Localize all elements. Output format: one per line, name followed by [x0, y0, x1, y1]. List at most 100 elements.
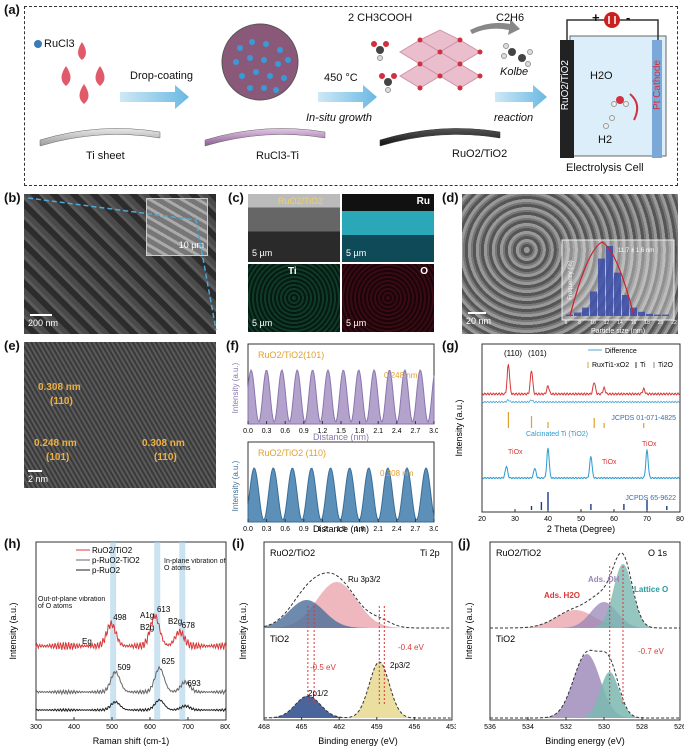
- xrd-ylabel: Intensity (a.u.): [454, 399, 464, 456]
- profile-xlabel: Distance (nm): [313, 524, 369, 534]
- histogram-tick: 6: [565, 320, 568, 326]
- legend-difference: Difference: [605, 348, 637, 355]
- tick-label: 3.0: [429, 526, 438, 533]
- panel-d-label: (d): [442, 190, 459, 205]
- gaussian-fit-line: [569, 241, 635, 317]
- panel-g: (g) (110) (101) Difference RuxTi1-xO2 Ti…: [442, 338, 684, 534]
- raman-highlight-a1g: [154, 542, 161, 720]
- raman-peak-498: 498: [113, 613, 127, 622]
- xrd-jcpds-1: JCPDS 01-071-4825: [611, 415, 676, 422]
- legend-ruxti: RuxTi1-xO2: [592, 362, 629, 369]
- raman-oop-note: Out-of-plane vibration of O atoms: [38, 596, 106, 610]
- xps-ti-top-envelope: [263, 572, 451, 629]
- xps-ads-h2o-label: Ads. H2O: [544, 591, 580, 600]
- xrd-tiox-2: TiOx: [602, 459, 617, 466]
- profile-ylabel-bot: Intensity (a.u.): [231, 460, 240, 511]
- tick-label: 2.7: [411, 526, 421, 533]
- profile-bot-title: RuO2/TiO2 (110): [258, 448, 326, 458]
- histogram-tick: 16: [631, 320, 637, 326]
- histogram-bar: [606, 246, 613, 316]
- xrd-ruo2-tio2-curve: [481, 364, 680, 396]
- xps-o-chart: RuO2/TiO2 O 1s Ads. H2O Ads. OH Lattice …: [464, 541, 684, 746]
- cell-flow-arrow-icon: [629, 93, 639, 121]
- tick-label: 465: [296, 724, 308, 731]
- eds-ti-label: Ti: [288, 266, 297, 277]
- xrd-tiox-1: TiOx: [508, 449, 523, 456]
- sem-inset-scale: 10 µm: [178, 240, 204, 250]
- histogram-bar: [590, 291, 597, 316]
- arrow-drop-coating-icon: [120, 85, 189, 109]
- xrd-tiox-3: TiOx: [642, 441, 657, 448]
- histogram-tick: 14: [617, 320, 623, 326]
- xps-ti-top-peak: [264, 600, 452, 628]
- profile-top-spacing: 0.248 nm: [384, 371, 418, 380]
- drop-coating-label: Drop-coating: [130, 70, 193, 82]
- xps-o-top-envelope: [490, 552, 680, 629]
- histogram-bar: [582, 307, 589, 316]
- kolbe-label-1: Kolbe: [500, 66, 529, 78]
- tick-label: 2.1: [373, 526, 383, 533]
- rucl3-zoom-circle: [221, 23, 299, 101]
- schematic-svg: [34, 12, 667, 158]
- sem-scale: 200 nm: [28, 318, 59, 328]
- raman-b2g-a: B2g: [140, 623, 154, 632]
- tick-label: 453: [446, 724, 456, 731]
- panel-c: (c) RuO2/TiO2 5 µm Ru 5 µm Ti 5 µm O 5 µ…: [224, 190, 438, 336]
- xps-o-bot-envelope: [490, 649, 680, 719]
- raman-a1g: A1g: [140, 611, 154, 620]
- tick-label: 20: [478, 516, 486, 523]
- eds-scale-2: 5 µm: [346, 248, 367, 258]
- tick-label: 3.0: [429, 428, 438, 435]
- xps-ads-oh-peak: [490, 602, 680, 628]
- tick-label: 300: [30, 724, 42, 731]
- xrd-xlabel: 2 Theta (Degree): [547, 524, 615, 534]
- tick-label: 468: [258, 724, 270, 731]
- histogram-bar: [598, 258, 605, 316]
- xps-o-xlabel: Binding energy (eV): [545, 736, 625, 746]
- lattice-d3: 0.308 nm: [142, 438, 185, 449]
- eds-tag: RuO2/TiO2: [278, 196, 324, 206]
- tem-image: 20 nm: [462, 194, 678, 334]
- water-molecules-icon: [603, 96, 629, 129]
- eds-ru-map: Ru 5 µm: [342, 194, 434, 262]
- xps-ti-2p12-peak: [264, 696, 452, 718]
- line-profile-chart: RuO2/TiO2(101) 0.248 nm RuO2/TiO2 (110) …: [231, 343, 438, 534]
- tick-label: 500: [106, 724, 118, 731]
- eds-sem-image: RuO2/TiO2 5 µm: [248, 194, 340, 262]
- raman-chart: RuO2/TiO2 p-RuO2-TiO2 p-RuO2 Out-of-plan…: [8, 541, 230, 746]
- tick-label: 526: [674, 724, 684, 731]
- rucl3-ti-label: RuCl3-Ti: [256, 150, 299, 162]
- tick-label: 30: [511, 516, 519, 523]
- minus-sign: -: [626, 10, 631, 25]
- size-histogram: 11.7 ± 1.6 nm 6 8 10 12 14 16 18 20 22 Particle …: [561, 239, 677, 335]
- eds-scale-3: 5 µm: [252, 318, 273, 328]
- xps-ti-bot-envelope: [263, 661, 451, 719]
- histogram-bar: [662, 314, 669, 316]
- profile-xlabel-top: Distance (nm): [313, 432, 369, 442]
- xrd-difference-curve: [481, 398, 680, 404]
- panel-e: (e) 0.308 nm (110) 0.248 nm (101) 0.308 …: [0, 338, 220, 490]
- xps-o-sample-bot: TiO2: [496, 634, 515, 644]
- raman-ip-note: In-plane vibration of O atoms: [164, 558, 226, 572]
- tem-scale: 20 nm: [466, 316, 492, 326]
- profile-110-curve: [247, 467, 435, 523]
- tick-label: 534: [522, 724, 534, 731]
- ruo2-tio2-sheet-shape: [379, 128, 501, 147]
- ruo2-tio2-label-a: RuO2/TiO2: [452, 148, 508, 160]
- tick-label: 459: [371, 724, 383, 731]
- tick-label: 1.2: [318, 526, 328, 533]
- tick-label: 456: [409, 724, 421, 731]
- panel-c-label: (c): [228, 190, 244, 205]
- in-situ-label: In-situ growth: [306, 112, 373, 124]
- tick-label: 600: [144, 724, 156, 731]
- eds-scale-1: 5 µm: [252, 248, 273, 258]
- profile-top-title: RuO2/TiO2(101): [258, 350, 324, 360]
- tick-label: 462: [333, 724, 345, 731]
- histogram-bar: [638, 311, 645, 316]
- tick-label: 532: [560, 724, 572, 731]
- arrow-annealing-icon: [318, 85, 377, 109]
- tick-label: 2.4: [392, 428, 402, 435]
- xps-ads-oh-label: Ads. OH: [588, 575, 620, 584]
- histogram-note: 11.7 ± 1.6 nm: [618, 248, 654, 254]
- anode-plate: [560, 40, 574, 158]
